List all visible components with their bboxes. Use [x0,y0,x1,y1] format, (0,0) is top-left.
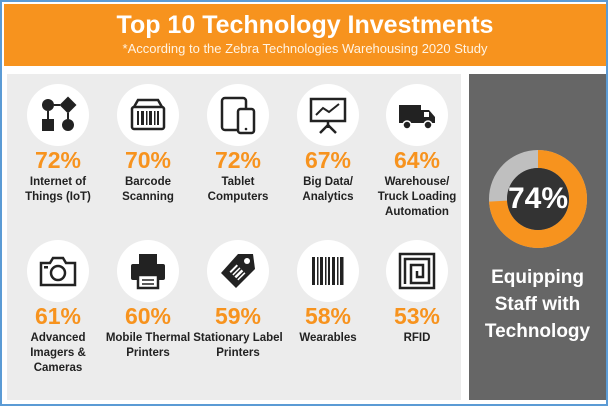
highlight-label: Equipping Staff with Technology [484,267,591,342]
rfid-icon [398,252,436,290]
label-tag-icon [221,254,255,288]
icon-circle [207,84,269,146]
highlight-percent: 74% [507,182,569,215]
investment-percent: 61% [34,303,82,329]
investment-label: Tablet Computers [207,176,269,203]
icon-circle [117,84,179,146]
investment-item-label-printers: 59% Stationary Label Printers [193,240,283,361]
investment-percent: 67% [304,147,352,173]
icon-circle [386,240,448,302]
investment-percent: 72% [34,147,82,173]
investment-item-mobile-printers: 60% Mobile Thermal Printers [103,240,193,361]
donut-center [507,168,569,230]
tablet-icon [220,96,256,135]
investment-percent: 58% [304,303,352,329]
icon-circle [117,240,179,302]
icon-circle [386,84,448,146]
investment-item-iot: 72% Internet of Things (IoT) [13,84,103,205]
investment-percent: 59% [214,303,262,329]
infographic-subtitle: *According to the Zebra Technologies War… [122,41,488,56]
investment-label: Wearables [299,332,357,344]
header-banner: Top 10 Technology Investments *According… [4,4,606,66]
iot-icon [42,96,77,131]
investment-item-warehouse-automation: 64% Warehouse/ Truck Loading Automation [372,84,462,220]
investment-item-big-data: 67% Big Data/ Analytics [283,84,373,205]
investment-label: Stationary Label Printers [193,332,283,359]
icon-circle [27,240,89,302]
investment-percent: 72% [214,147,262,173]
investment-item-imagers-cameras: 61% Advanced Imagers & Cameras [13,240,103,376]
investment-item-tablet: 72% Tablet Computers [193,84,283,205]
investment-percent: 60% [124,303,172,329]
printer-icon [131,254,165,290]
truck-icon [399,105,435,130]
investment-item-wearables: 58% Wearables [283,240,373,346]
investment-percent: 53% [393,303,441,329]
investment-label: Mobile Thermal Printers [105,332,191,359]
icon-circle [27,84,89,146]
investment-item-barcode-scanning: 70% Barcode Scanning [103,84,193,205]
barcode-scanner-icon [130,98,166,131]
highlight-panel: 74% Equipping Staff with Technology [469,74,606,400]
camera-icon [39,256,77,287]
investment-percent: 64% [393,147,441,173]
investment-percent: 70% [124,147,172,173]
infographic-title: Top 10 Technology Investments [116,11,494,39]
icon-circle [297,240,359,302]
investment-label: Advanced Imagers & Cameras [30,332,86,374]
donut-arc [489,150,587,248]
investment-item-rfid: 53% RFID [372,240,462,346]
investment-label: Big Data/ Analytics [302,176,354,203]
investment-label: Barcode Scanning [122,176,174,203]
analytics-chart-icon [309,97,347,134]
donut-chart [489,150,587,248]
icon-circle [207,240,269,302]
investment-label: RFID [403,332,431,344]
icon-circle [297,84,359,146]
barcode-icon [312,257,344,285]
investment-label: Internet of Things (IoT) [25,176,91,203]
investments-panel: 72% Internet of Things (IoT) 70% Barcode… [7,74,461,400]
investment-label: Warehouse/ Truck Loading Automation [377,176,457,218]
